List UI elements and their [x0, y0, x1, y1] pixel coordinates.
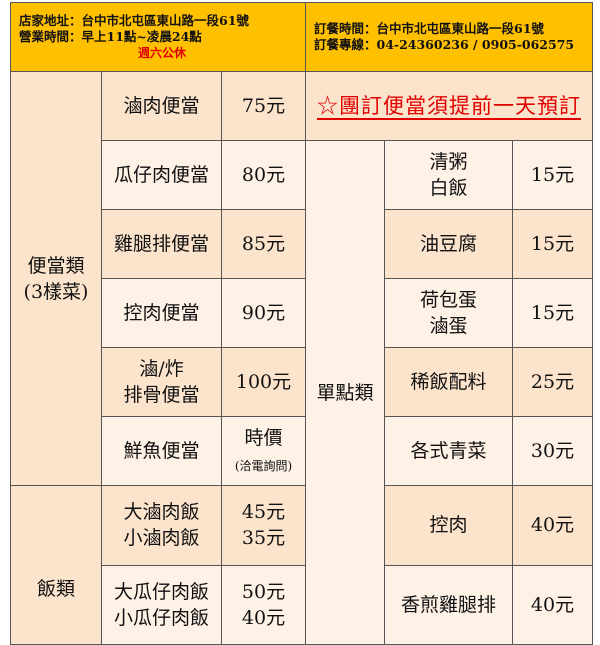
menu-item-name: 控肉便當 — [101, 278, 222, 348]
menu-item-price: 90元 — [221, 278, 306, 348]
menu-item-name: 稀飯配料 — [384, 347, 513, 417]
menu-item-price: 時價 (洽電詢問) — [221, 416, 306, 486]
menu-item-name: 清粥 白飯 — [384, 140, 513, 210]
menu-item-price: 15元 — [512, 140, 593, 210]
menu-item-price: 40元 — [512, 564, 593, 645]
menu-item-price: 80元 — [221, 140, 306, 210]
menu-item-price: 30元 — [512, 416, 593, 486]
menu-item-price: 50元 40元 — [221, 564, 306, 645]
order-info: 訂餐時間：台中市北屯區東山路一段61號 訂餐專線：04-24360236 / 0… — [305, 2, 593, 72]
menu-item-price: 15元 — [512, 278, 593, 348]
menu-item-name: 大瓜仔肉飯 小瓜仔肉飯 — [101, 564, 222, 645]
category-rice: 飯類 — [10, 485, 102, 645]
menu-item-name: 雞腿排便當 — [101, 209, 222, 279]
menu-item-price: 75元 — [221, 71, 306, 141]
menu-item-name: 滷/炸 排骨便當 — [101, 347, 222, 417]
menu-item-price: 25元 — [512, 347, 593, 417]
order-phone: 訂餐專線：04-24360236 / 0905-062575 — [314, 37, 575, 52]
menu-item-price: 45元 35元 — [221, 485, 306, 566]
group-order-notice: ☆團訂便當須提前一天預訂 — [305, 71, 593, 141]
order-time: 訂餐時間：台中市北屯區東山路一段61號 — [314, 21, 544, 36]
menu-table: 店家地址：台中市北屯區東山路一段61號 營業時間：早上11點~凌晨24點 週六公… — [10, 2, 593, 645]
menu-item-price: 40元 — [512, 485, 593, 566]
menu-item-name: 控肉 — [384, 485, 513, 566]
menu-item-name: 瓜仔肉便當 — [101, 140, 222, 210]
store-address: 店家地址：台中市北屯區東山路一段61號 — [19, 13, 249, 28]
menu-item-name: 各式青菜 — [384, 416, 513, 486]
menu-table-wrap: 店家地址：台中市北屯區東山路一段61號 營業時間：早上11點~凌晨24點 週六公… — [10, 2, 593, 645]
menu-item-name: 荷包蛋 滷蛋 — [384, 278, 513, 348]
closed-day: 週六公休 — [137, 46, 186, 60]
menu-item-name: 香煎雞腿排 — [384, 564, 513, 645]
category-bento: 便當類 (3樣菜) — [10, 71, 102, 486]
menu-item-name: 滷肉便當 — [101, 71, 222, 141]
menu-item-name: 鮮魚便當 — [101, 416, 222, 486]
menu-item-price: 85元 — [221, 209, 306, 279]
business-hours: 營業時間：早上11點~凌晨24點 — [19, 29, 202, 44]
menu-item-price: 15元 — [512, 209, 593, 279]
menu-item-price: 100元 — [221, 347, 306, 417]
menu-item-name: 大滷肉飯 小滷肉飯 — [101, 485, 222, 566]
menu-item-name: 油豆腐 — [384, 209, 513, 279]
category-sides: 單點類 — [305, 140, 385, 645]
store-info: 店家地址：台中市北屯區東山路一段61號 營業時間：早上11點~凌晨24點 週六公… — [10, 2, 306, 72]
